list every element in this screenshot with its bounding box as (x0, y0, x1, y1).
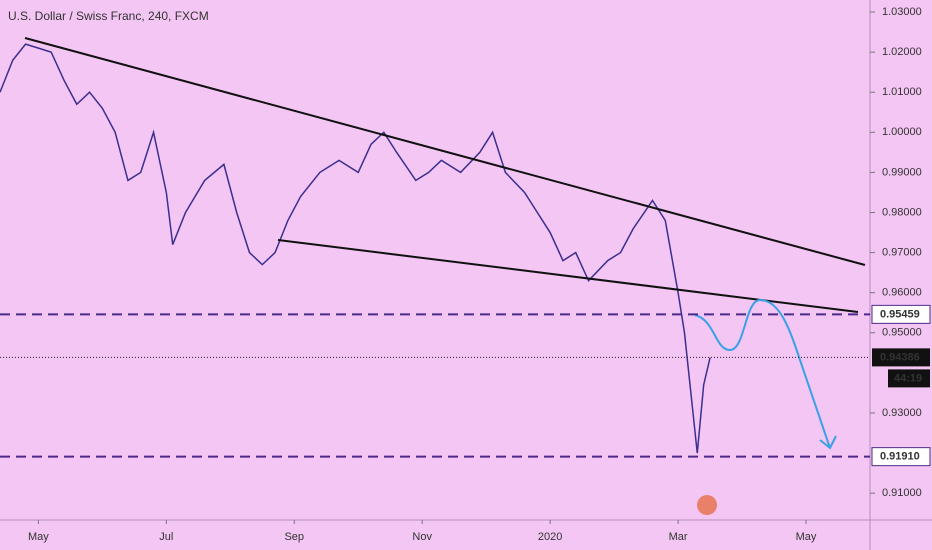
y-tick-label: 0.91000 (882, 487, 922, 499)
y-tick-label: 0.96000 (882, 287, 922, 299)
x-tick-label: 2020 (538, 531, 562, 543)
x-tick-label: Nov (412, 531, 432, 543)
y-tick-label: 0.99000 (882, 166, 922, 178)
current-price-label: 0.94386 (880, 351, 920, 363)
x-tick-label: Sep (284, 531, 304, 543)
forecast-arrow (819, 435, 837, 450)
upper-trendline (24, 37, 866, 266)
forecast-path (694, 298, 831, 449)
level-label: 0.91910 (880, 451, 920, 463)
x-tick-label: Jul (159, 531, 173, 543)
current-price-tag (872, 348, 930, 367)
y-tick-label: 0.95000 (882, 327, 922, 339)
y-tick-label: 1.01000 (882, 86, 922, 98)
y-tick-label: 0.97000 (882, 246, 922, 258)
plot (0, 43, 711, 454)
y-tick-label: 0.98000 (882, 206, 922, 218)
y-tick-label: 1.00000 (882, 126, 922, 138)
x-tick-label: Mar (669, 531, 688, 543)
price-line (0, 43, 711, 454)
level-label: 0.95459 (880, 308, 920, 320)
x-tick-label: May (796, 531, 817, 543)
y-tick-label: 0.93000 (882, 407, 922, 419)
countdown-label: 44:19 (894, 372, 922, 384)
y-tick-label: 1.02000 (882, 46, 922, 58)
countdown-tag (888, 369, 930, 388)
chart-title: U.S. Dollar / Swiss Franc, 240, FXCM (8, 9, 209, 23)
event-icon (697, 495, 717, 515)
y-tick-label: 1.03000 (882, 6, 922, 18)
level-tag (871, 304, 931, 324)
level-tag (871, 447, 931, 467)
x-tick-label: May (28, 531, 49, 543)
